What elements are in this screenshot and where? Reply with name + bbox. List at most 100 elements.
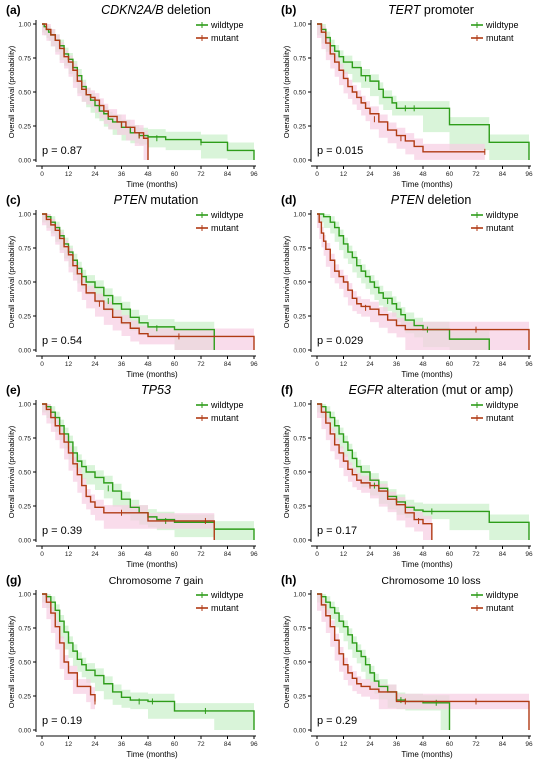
x-tick-label: 24 [366, 171, 374, 178]
x-tick-label: 60 [171, 551, 179, 558]
x-axis-label: Time (months) [126, 750, 178, 759]
x-tick-label: 84 [499, 361, 507, 368]
ci-band-wildtype [317, 404, 529, 540]
p-value: p = 0.39 [42, 525, 82, 537]
chart-title-italic: TP53 [141, 383, 171, 397]
x-axis-label: Time (months) [401, 370, 453, 379]
x-tick-label: 0 [40, 551, 44, 558]
series-line-mutant [317, 213, 530, 350]
legend-label: mutant [486, 603, 514, 613]
x-tick-label: 96 [525, 551, 533, 558]
x-tick-label: 96 [525, 741, 533, 748]
x-tick-label: 48 [144, 361, 152, 368]
chart-title: TP53 [141, 383, 171, 397]
x-tick-label: 72 [472, 171, 480, 178]
chart-panel-e: (e) TP53 0.00 0.25 0.50 0.75 1.00 0 12 24 36 48 60 72… [6, 383, 258, 569]
y-tick-label: 0.75 [293, 246, 306, 253]
series-line-mutant [317, 403, 433, 540]
chart-panel-h: (h) Chromosome 10 loss 0.00 0.25 0.50 0.75 1.0… [281, 573, 533, 759]
y-axis-label: Overall survival (probability) [282, 425, 291, 518]
ci-band-mutant [42, 24, 148, 160]
y-tick-label: 0.25 [293, 504, 306, 511]
x-tick-label: 96 [250, 171, 258, 178]
x-tick-label: 72 [472, 741, 480, 748]
x-tick-label: 0 [40, 741, 44, 748]
y-tick-label: 0.00 [293, 538, 306, 545]
chart-title-italic: EGFR [349, 383, 384, 397]
x-tick-label: 36 [393, 551, 401, 558]
panel-label: (e) [6, 383, 21, 397]
x-axis-label: Time (months) [401, 180, 453, 189]
legend-label: mutant [211, 603, 239, 613]
x-tick-label: 96 [250, 361, 258, 368]
y-tick-label: 0.25 [18, 504, 31, 511]
y-tick-label: 0.50 [293, 280, 306, 287]
series-line-wildtype [317, 213, 490, 350]
x-tick-label: 72 [472, 551, 480, 558]
x-tick-label: 12 [340, 551, 348, 558]
series-line-mutant [317, 23, 485, 153]
y-tick-label: 1.00 [293, 592, 306, 599]
legend-label: wildtype [485, 400, 519, 410]
x-tick-label: 48 [144, 551, 152, 558]
y-tick-label: 0.50 [18, 90, 31, 97]
chart-title-rest: deletion [424, 193, 471, 207]
y-axis-label: Overall survival (probability) [7, 235, 16, 328]
x-tick-label: 60 [446, 551, 454, 558]
ci-band-mutant [42, 214, 254, 350]
y-axis-label: Overall survival (probability) [7, 615, 16, 708]
series-line-mutant [42, 213, 255, 350]
x-tick-label: 84 [499, 551, 507, 558]
chart-title: CDKN2A/B deletion [101, 3, 211, 17]
x-tick-label: 72 [472, 361, 480, 368]
legend-label: wildtype [210, 590, 244, 600]
series-line-mutant [42, 593, 96, 702]
y-tick-label: 0.25 [18, 694, 31, 701]
chart-title-rest: alteration (mut or amp) [383, 383, 513, 397]
x-tick-label: 60 [446, 171, 454, 178]
x-tick-label: 48 [419, 741, 427, 748]
y-tick-label: 0.75 [18, 246, 31, 253]
series-line-mutant [42, 403, 215, 540]
ci-band-wildtype [42, 594, 254, 730]
x-tick-label: 0 [315, 361, 319, 368]
y-tick-label: 0.25 [18, 314, 31, 321]
y-tick-label: 1.00 [18, 212, 31, 219]
x-tick-label: 72 [197, 551, 205, 558]
x-axis-label: Time (months) [126, 560, 178, 569]
x-tick-label: 60 [171, 741, 179, 748]
x-tick-label: 12 [340, 361, 348, 368]
panel-label: (h) [281, 573, 296, 587]
x-tick-label: 0 [315, 171, 319, 178]
x-tick-label: 96 [250, 551, 258, 558]
y-axis-label: Overall survival (probability) [7, 45, 16, 138]
panel-label: (f) [281, 383, 293, 397]
panel-label: (g) [6, 573, 21, 587]
x-tick-label: 48 [419, 361, 427, 368]
x-tick-label: 24 [91, 171, 99, 178]
y-tick-label: 0.00 [293, 348, 306, 355]
chart-panel-f: (f) EGFR alteration (mut or amp) 0.00 0.25 0… [281, 383, 533, 569]
y-tick-label: 0.25 [293, 314, 306, 321]
x-tick-label: 84 [224, 741, 232, 748]
x-tick-label: 60 [446, 741, 454, 748]
ci-band-mutant [317, 404, 432, 540]
chart-title: Chromosome 10 loss [381, 575, 480, 587]
x-tick-label: 36 [393, 361, 401, 368]
x-tick-label: 24 [366, 741, 374, 748]
chart-panel-c: (c) PTEN mutation 0.00 0.25 0.50 0.75 1.00 0 12 2… [6, 193, 258, 379]
y-axis-label: Overall survival (probability) [7, 425, 16, 518]
x-tick-label: 96 [250, 741, 258, 748]
y-tick-label: 0.50 [293, 470, 306, 477]
ci-band-wildtype [317, 594, 450, 730]
chart-title-italic: CDKN2A/B [101, 3, 164, 17]
legend-label: mutant [211, 413, 239, 423]
chart-title-rest: deletion [164, 3, 211, 17]
chart-panel-g: (g) Chromosome 7 gain 0.00 0.25 0.50 0.75 1.00… [6, 573, 258, 759]
x-tick-label: 36 [118, 741, 126, 748]
chart-title: PTEN deletion [391, 193, 472, 207]
x-tick-label: 24 [366, 361, 374, 368]
x-tick-label: 0 [40, 171, 44, 178]
y-axis-label: Overall survival (probability) [282, 615, 291, 708]
